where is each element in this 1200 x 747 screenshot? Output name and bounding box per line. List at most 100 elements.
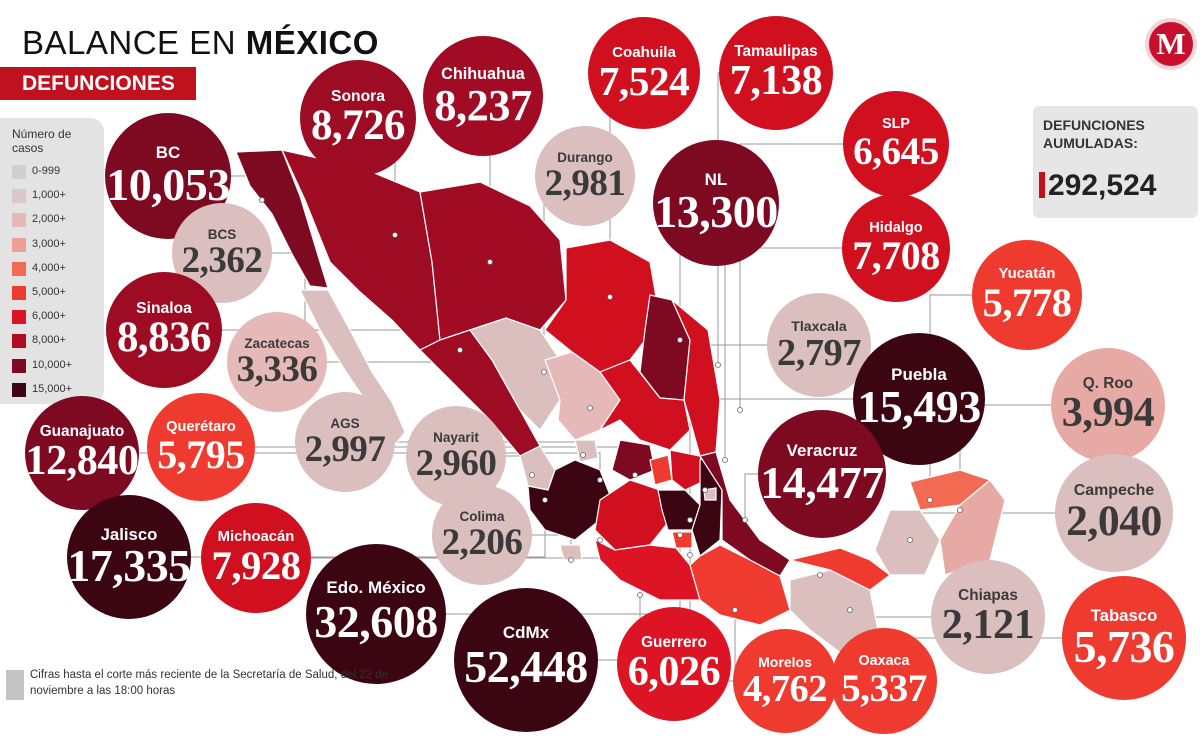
state-name: SLP: [882, 116, 910, 133]
state-value: 12,840: [25, 437, 139, 485]
state-value: 7,708: [852, 233, 940, 279]
leader-dot: [487, 259, 493, 265]
state-name: Guerrero: [641, 634, 707, 652]
state-shape: [611, 439, 656, 481]
leader-dot: [568, 557, 574, 563]
title-light: BALANCE EN: [22, 24, 237, 61]
state-shape: [699, 451, 791, 577]
state-shape: [874, 509, 941, 576]
state-name: Oaxaca: [858, 653, 910, 670]
footnote: Cifras hasta el corte más reciente de la…: [30, 669, 388, 697]
state-value: 2,040: [1066, 497, 1162, 546]
state-bubble: CdMx 52,448: [454, 588, 598, 732]
state-name: Morelos: [758, 653, 812, 670]
leader-dot: [722, 457, 728, 463]
state-bubble: Querétaro 5,795: [147, 393, 255, 501]
legend-swatch: [12, 261, 26, 276]
state-name: Tabasco: [1090, 605, 1158, 625]
leader-dot: [542, 497, 548, 503]
total-label: DEFUNCIONES AUMULADAS:: [1043, 117, 1145, 151]
state-value: 3,336: [236, 349, 318, 390]
state-value: 2,206: [441, 522, 523, 563]
leader-dot: [677, 337, 683, 343]
leader-dot: [392, 232, 398, 238]
state-bubble: Oaxaca 5,337: [831, 628, 937, 734]
leader-dot: [907, 537, 913, 543]
state-name: Coahuila: [612, 43, 676, 61]
state-bubble: Q. Roo 3,994: [1051, 348, 1165, 462]
state-bubble: Jalisco 17,335: [67, 495, 191, 619]
state-value: 2,797: [776, 331, 862, 374]
state-value: 2,121: [941, 601, 1035, 649]
leader-dot: [732, 607, 738, 613]
state-name: Hidalgo: [869, 219, 923, 236]
legend-label: 4,000+: [32, 261, 66, 274]
leader-dot: [529, 472, 535, 478]
state-name: Q. Roo: [1082, 375, 1134, 393]
legend-swatch: [12, 358, 26, 373]
state-shape: [649, 454, 673, 486]
state-bubble: Chihuahua 8,237: [423, 36, 543, 156]
state-value: 32,608: [314, 595, 438, 647]
total-box: [1033, 106, 1198, 218]
state-name: Tamaulipas: [734, 43, 818, 61]
legend-label: 3,000+: [32, 237, 66, 250]
state-bubble: Edo. México 32,608: [306, 544, 446, 684]
legend-swatch: [12, 382, 26, 397]
state-value: 2,981: [544, 163, 626, 204]
state-value: 4,762: [742, 667, 828, 710]
state-value: 5,795: [157, 432, 245, 478]
state-name: Campeche: [1073, 482, 1155, 500]
leader-dot: [597, 477, 603, 483]
state-bubble: Morelos 4,762: [733, 629, 837, 733]
state-name: Michoacán: [217, 529, 295, 546]
legend-swatch: [12, 189, 26, 204]
state-value: 7,524: [598, 57, 690, 104]
state-value: 8,726: [310, 102, 406, 150]
state-shape: [559, 544, 583, 561]
leader-dot: [597, 537, 603, 543]
state-value: 5,778: [982, 279, 1072, 325]
state-bubble: Yucatán 5,778: [972, 240, 1082, 350]
legend-swatch: [12, 165, 26, 179]
legend-swatch: [12, 237, 26, 252]
state-shape: [418, 329, 541, 457]
state-bubble: Guerrero 6,026: [617, 607, 731, 721]
leader-dot: [702, 487, 708, 493]
footnote-marker: [6, 670, 24, 700]
state-name: Durango: [557, 150, 613, 165]
leader-dot: [737, 407, 743, 413]
state-value: 3,994: [1061, 389, 1155, 437]
state-name: Tlaxcala: [791, 317, 847, 334]
leader-dot: [587, 405, 593, 411]
state-name: Edo. México: [326, 577, 426, 597]
state-name: Zacatecas: [244, 336, 310, 351]
state-bubble: Sinaloa 8,836: [106, 272, 222, 388]
state-bubble: AGS 2,997: [295, 392, 395, 492]
state-name: Colima: [459, 509, 505, 524]
state-bubble: Durango 2,981: [535, 126, 635, 226]
legend-label: 0-999: [32, 165, 61, 177]
leader-dot: [927, 497, 933, 503]
state-name: Puebla: [891, 364, 947, 384]
state-value: 52,448: [464, 641, 588, 693]
state-shape: [689, 544, 791, 626]
legend-label: 6,000+: [32, 310, 66, 323]
state-name: AGS: [330, 416, 360, 431]
state-bubble: Guanajuato 12,840: [25, 396, 139, 510]
state-shape: [671, 531, 693, 549]
leader-dot: [677, 532, 683, 538]
state-name: BCS: [207, 227, 237, 242]
leader-dot: [607, 294, 613, 300]
legend-label: 2,000+: [32, 213, 66, 226]
state-bubble: Tlaxcala 2,797: [767, 293, 871, 397]
leader-dot: [742, 517, 748, 523]
state-value: 10,053: [106, 159, 230, 211]
state-name: BC: [155, 143, 181, 163]
page-title: BALANCE EN MÉXICO: [22, 24, 379, 62]
state-bubble: Sonora 8,726: [300, 60, 416, 176]
state-bubble: NL 13,300: [653, 140, 779, 266]
state-value: 17,335: [67, 540, 191, 592]
state-bubble: SLP 6,645: [843, 91, 949, 197]
